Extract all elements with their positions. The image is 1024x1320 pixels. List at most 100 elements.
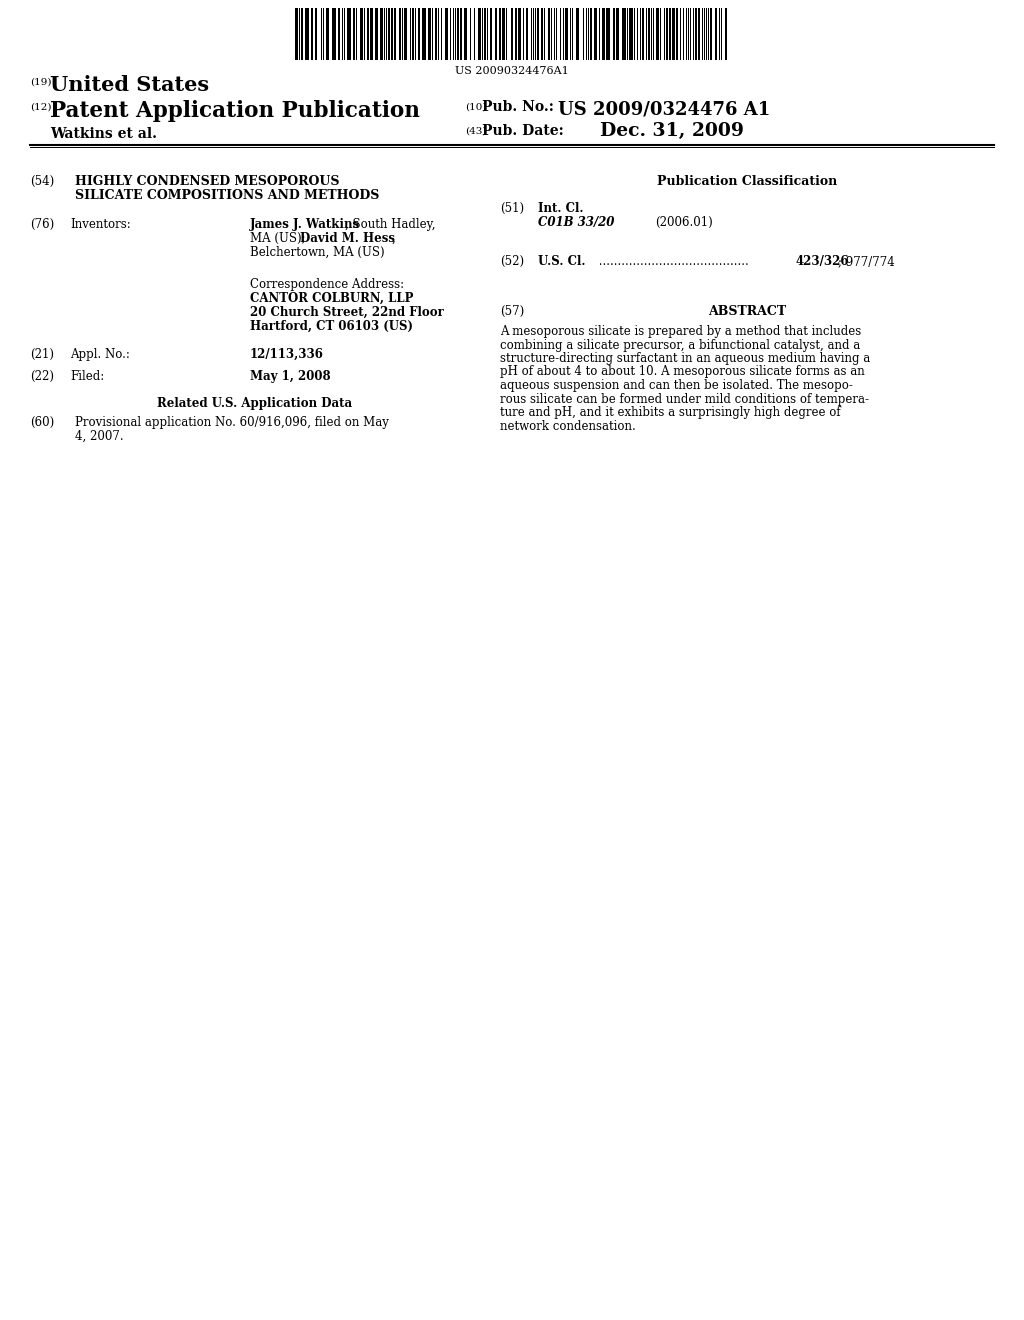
Bar: [418, 8, 420, 59]
Text: (51): (51): [500, 202, 524, 215]
Bar: [669, 8, 671, 59]
Bar: [676, 8, 678, 59]
Bar: [590, 8, 592, 59]
Bar: [311, 8, 313, 59]
Text: ,: ,: [392, 232, 395, 246]
Text: (10): (10): [465, 103, 486, 112]
Text: structure-directing surfactant in an aqueous medium having a: structure-directing surfactant in an aqu…: [500, 352, 870, 366]
Text: James J. Watkins: James J. Watkins: [250, 218, 360, 231]
Text: Belchertown, MA (US): Belchertown, MA (US): [250, 246, 385, 259]
Bar: [326, 8, 329, 59]
Bar: [464, 8, 467, 59]
Text: Pub. Date:: Pub. Date:: [482, 124, 564, 139]
Bar: [490, 8, 492, 59]
Bar: [499, 8, 501, 59]
Bar: [370, 8, 373, 59]
Text: A mesoporous silicate is prepared by a method that includes: A mesoporous silicate is prepared by a m…: [500, 325, 861, 338]
Text: 12/113,336: 12/113,336: [250, 348, 324, 360]
Bar: [391, 8, 393, 59]
Text: (57): (57): [500, 305, 524, 318]
Bar: [375, 8, 378, 59]
Bar: [575, 8, 579, 59]
Bar: [629, 8, 633, 59]
Bar: [460, 8, 462, 59]
Text: SILICATE COMPOSITIONS AND METHODS: SILICATE COMPOSITIONS AND METHODS: [75, 189, 379, 202]
Bar: [315, 8, 317, 59]
Text: (60): (60): [30, 416, 54, 429]
Text: David M. Hess: David M. Hess: [300, 232, 395, 246]
Text: ........................................: ........................................: [595, 255, 749, 268]
Text: U.S. Cl.: U.S. Cl.: [538, 255, 586, 268]
Bar: [484, 8, 486, 59]
Text: (52): (52): [500, 255, 524, 268]
Text: network condensation.: network condensation.: [500, 420, 636, 433]
Text: US 20090324476A1: US 20090324476A1: [455, 66, 569, 77]
Bar: [478, 8, 481, 59]
Text: Inventors:: Inventors:: [70, 218, 131, 231]
Bar: [715, 8, 717, 59]
Text: Related U.S. Application Data: Related U.S. Application Data: [158, 397, 352, 411]
Text: May 1, 2008: May 1, 2008: [250, 370, 331, 383]
Bar: [541, 8, 543, 59]
Text: (12): (12): [30, 103, 51, 112]
Text: (54): (54): [30, 176, 54, 187]
Text: Watkins et al.: Watkins et al.: [50, 127, 157, 141]
Bar: [305, 8, 309, 59]
Text: ABSTRACT: ABSTRACT: [708, 305, 786, 318]
Bar: [518, 8, 521, 59]
Bar: [394, 8, 396, 59]
Bar: [435, 8, 437, 59]
Bar: [428, 8, 431, 59]
Text: Int. Cl.: Int. Cl.: [538, 202, 584, 215]
Bar: [666, 8, 668, 59]
Text: (43): (43): [465, 127, 486, 136]
Bar: [495, 8, 497, 59]
Bar: [648, 8, 650, 59]
Bar: [602, 8, 605, 59]
Bar: [672, 8, 675, 59]
Text: Filed:: Filed:: [70, 370, 104, 383]
Text: combining a silicate precursor, a bifunctional catalyst, and a: combining a silicate precursor, a bifunc…: [500, 338, 860, 351]
Text: Publication Classification: Publication Classification: [656, 176, 838, 187]
Text: Appl. No.:: Appl. No.:: [70, 348, 130, 360]
Bar: [565, 8, 568, 59]
Bar: [622, 8, 626, 59]
Text: (2006.01): (2006.01): [655, 216, 713, 228]
Text: Dec. 31, 2009: Dec. 31, 2009: [600, 121, 743, 140]
Text: aqueous suspension and can then be isolated. The mesopo-: aqueous suspension and can then be isola…: [500, 379, 853, 392]
Bar: [332, 8, 336, 59]
Bar: [515, 8, 517, 59]
Bar: [698, 8, 700, 59]
Text: United States: United States: [50, 75, 209, 95]
Bar: [338, 8, 340, 59]
Bar: [295, 8, 298, 59]
Bar: [502, 8, 505, 59]
Bar: [301, 8, 303, 59]
Bar: [412, 8, 414, 59]
Text: (76): (76): [30, 218, 54, 231]
Bar: [695, 8, 697, 59]
Bar: [613, 8, 615, 59]
Bar: [642, 8, 644, 59]
Bar: [360, 8, 362, 59]
Bar: [445, 8, 449, 59]
Text: 20 Church Street, 22nd Floor: 20 Church Street, 22nd Floor: [250, 306, 443, 319]
Bar: [457, 8, 459, 59]
Bar: [399, 8, 401, 59]
Bar: [656, 8, 659, 59]
Text: ture and pH, and it exhibits a surprisingly high degree of: ture and pH, and it exhibits a surprisin…: [500, 407, 841, 418]
Bar: [710, 8, 712, 59]
Text: rous silicate can be formed under mild conditions of tempera-: rous silicate can be formed under mild c…: [500, 392, 869, 405]
Text: Correspondence Address:: Correspondence Address:: [250, 279, 404, 290]
Bar: [380, 8, 383, 59]
Bar: [594, 8, 597, 59]
Bar: [367, 8, 369, 59]
Text: ; 977/774: ; 977/774: [838, 255, 895, 268]
Text: MA (US);: MA (US);: [250, 232, 309, 246]
Bar: [388, 8, 390, 59]
Text: Patent Application Publication: Patent Application Publication: [50, 100, 420, 121]
Text: (19): (19): [30, 78, 51, 87]
Text: , South Hadley,: , South Hadley,: [345, 218, 435, 231]
Text: C01B 33/20: C01B 33/20: [538, 216, 614, 228]
Bar: [404, 8, 407, 59]
